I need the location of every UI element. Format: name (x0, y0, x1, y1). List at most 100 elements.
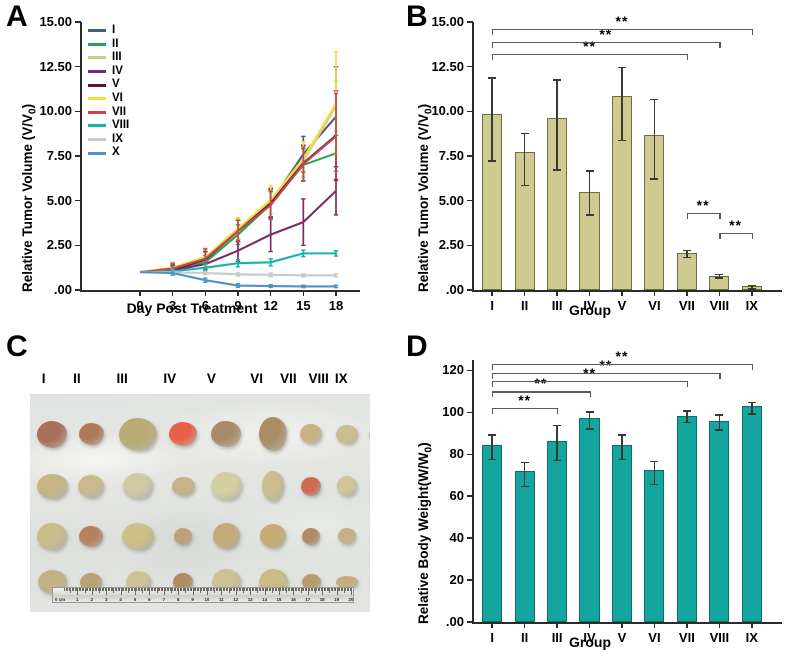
x-tick (237, 290, 239, 296)
x-tick-VI (653, 622, 656, 628)
ruler-minor-tick (266, 588, 268, 591)
sig-star-I-III: ** (518, 392, 532, 409)
errorbar-II (523, 461, 526, 486)
ruler-minor-tick (94, 588, 96, 591)
ruler-minor-tick (240, 588, 242, 591)
y-tick (467, 495, 473, 498)
panel-d-y-axis-title-tail: ) (416, 442, 431, 447)
ruler-number: 8 (176, 596, 180, 602)
ruler-minor-tick (64, 588, 66, 591)
errorbar-cap-top-IV (585, 170, 594, 172)
ruler-major-tick (163, 588, 165, 595)
legend-item-VIII[interactable]: VIII (88, 119, 129, 133)
sig-drop-left-I (492, 380, 494, 387)
errorbar-cap-top-IX (747, 401, 756, 404)
ruler-minor-tick (287, 588, 289, 591)
y-tick (75, 155, 81, 157)
errorbar-cap-bottom-IX (747, 288, 756, 290)
tumor-specimen (122, 522, 154, 550)
x-tick (335, 290, 337, 296)
bar-VI[interactable] (644, 470, 665, 622)
errorbar-cap-bottom-I (488, 160, 497, 162)
legend-item-II[interactable]: II (88, 38, 129, 52)
ruler-minor-tick (325, 588, 327, 591)
y-tick (75, 289, 81, 291)
ruler-minor-tick (219, 588, 221, 591)
errorbar-cap-top-VII (682, 410, 691, 412)
bar-VIII[interactable] (709, 420, 730, 622)
legend-item-IX[interactable]: IX (88, 133, 129, 147)
ruler-minor-tick (99, 588, 100, 593)
bar-II[interactable] (514, 471, 535, 622)
ruler-minor-tick (117, 588, 119, 591)
bar-III[interactable] (547, 440, 568, 622)
panel-c-photo: 0 cm 1 2 3 4 5 6 7 8 9 10 11 12 13 14 15 16 17 18 19 20 (30, 394, 370, 612)
ruler-minor-tick (147, 588, 149, 591)
bar-V[interactable] (611, 444, 633, 622)
ruler-minor-tick (159, 588, 161, 591)
ruler-minor-tick (245, 588, 247, 591)
errorbar-IX (751, 401, 753, 414)
legend-item-X[interactable]: X (88, 146, 129, 160)
legend-item-IV[interactable]: IV (88, 65, 129, 79)
ruler-minor-tick (267, 588, 269, 591)
ruler-minor-tick (248, 588, 250, 591)
ruler-minor-tick (100, 588, 102, 591)
panel-c-ruler: 0 cm 1 2 3 4 5 6 7 8 9 10 11 12 13 14 15 16 17 18 19 20 (52, 587, 354, 603)
panel-c-column-label-I: I (41, 371, 46, 386)
sig-drop-right-IX (751, 364, 753, 371)
bar-VII[interactable] (676, 415, 697, 622)
sig-line-I-IX (492, 364, 752, 366)
bar-I[interactable] (482, 444, 503, 622)
ruler-minor-tick (189, 588, 191, 591)
ruler-minor-tick (186, 588, 188, 591)
ruler-minor-tick (183, 588, 185, 591)
bar-IX[interactable] (741, 406, 762, 622)
ruler-minor-tick (196, 588, 198, 591)
legend-item-V[interactable]: V (88, 78, 129, 92)
legend-item-I[interactable]: I (88, 24, 129, 38)
panel-c-column-label-II: II (73, 371, 81, 386)
legend-item-VI[interactable]: VI (88, 92, 129, 106)
ruler-minor-tick (263, 588, 265, 591)
errorbar-cap-top-III (553, 424, 562, 427)
legend-item-III[interactable]: III (88, 51, 129, 65)
y-tick-label: 20 (449, 572, 464, 588)
errorbar-IX (751, 284, 753, 289)
x-tick-IV (588, 622, 591, 628)
tumor-specimen (369, 479, 370, 493)
ruler-minor-tick (346, 588, 348, 591)
ruler-minor-tick (181, 588, 183, 591)
x-tick-label-V: V (617, 630, 627, 645)
ruler-minor-tick (215, 588, 217, 591)
ruler-minor-tick (345, 588, 347, 591)
x-tick-label-VIII: VIII (709, 298, 730, 313)
x-tick-label-V: V (617, 298, 627, 313)
ruler-minor-tick (81, 588, 83, 591)
x-tick-label: 18 (328, 298, 344, 313)
tumor-specimen (171, 476, 195, 496)
y-tick (75, 110, 81, 113)
y-tick (467, 537, 473, 539)
ruler-minor-tick (222, 588, 224, 591)
panel-a-plot-area: I II III IV V VI VII VIII IX X .00 2.50 5.00 7.50 10.… (39, 15, 360, 312)
x-tick-label-VIII: VIII (709, 630, 730, 645)
tumor-specimen (336, 424, 358, 444)
bar-VII[interactable] (676, 253, 697, 290)
ruler-minor-tick (276, 588, 278, 591)
panel-a-curves-svg (139, 50, 339, 289)
y-tick-label: 15.00 (431, 14, 464, 29)
x-tick-III (556, 290, 558, 296)
sig-line-I-IV (492, 391, 590, 393)
tumor-specimen (37, 420, 67, 448)
ruler-minor-tick (310, 588, 312, 591)
legend-swatch-IX (88, 138, 106, 142)
y-tick (467, 65, 473, 68)
ruler-minor-tick (312, 588, 314, 591)
ruler-number: 10 (204, 596, 210, 602)
ruler-minor-tick (129, 588, 131, 591)
legend-item-VII[interactable]: VII (88, 106, 129, 120)
bar-IV[interactable] (579, 417, 600, 622)
ruler-minor-tick (124, 588, 126, 591)
ruler-minor-tick (280, 588, 282, 591)
